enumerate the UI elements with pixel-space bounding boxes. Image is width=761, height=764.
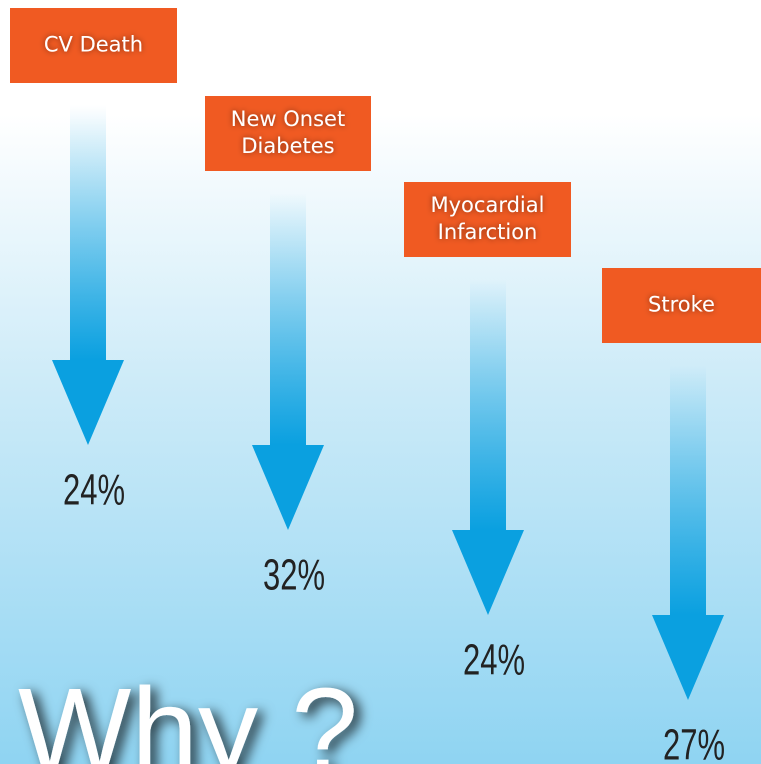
percent: 32% bbox=[263, 551, 325, 600]
percent: 24% bbox=[63, 466, 125, 515]
shaft bbox=[670, 365, 706, 615]
shaft bbox=[470, 279, 506, 530]
label-box bbox=[10, 8, 177, 83]
arrow-head bbox=[652, 615, 724, 700]
label-text: Diabetes bbox=[241, 134, 334, 158]
label-text: Infarction bbox=[438, 220, 538, 244]
shaft bbox=[70, 105, 106, 360]
label-text: New Onset bbox=[231, 107, 345, 131]
arrow-head bbox=[452, 530, 524, 615]
arrow-head bbox=[52, 360, 124, 445]
why-text: Why ? bbox=[18, 664, 358, 764]
label-text: Myocardial bbox=[431, 193, 545, 217]
label-text: CV Death bbox=[44, 33, 143, 57]
label-box bbox=[602, 268, 761, 343]
arrow-head bbox=[252, 445, 324, 530]
percent: 24% bbox=[463, 636, 525, 685]
label-box bbox=[205, 96, 371, 171]
label-box bbox=[404, 182, 571, 257]
label-text: Stroke bbox=[648, 293, 715, 317]
shaft bbox=[270, 193, 306, 445]
percent: 27% bbox=[663, 721, 725, 764]
